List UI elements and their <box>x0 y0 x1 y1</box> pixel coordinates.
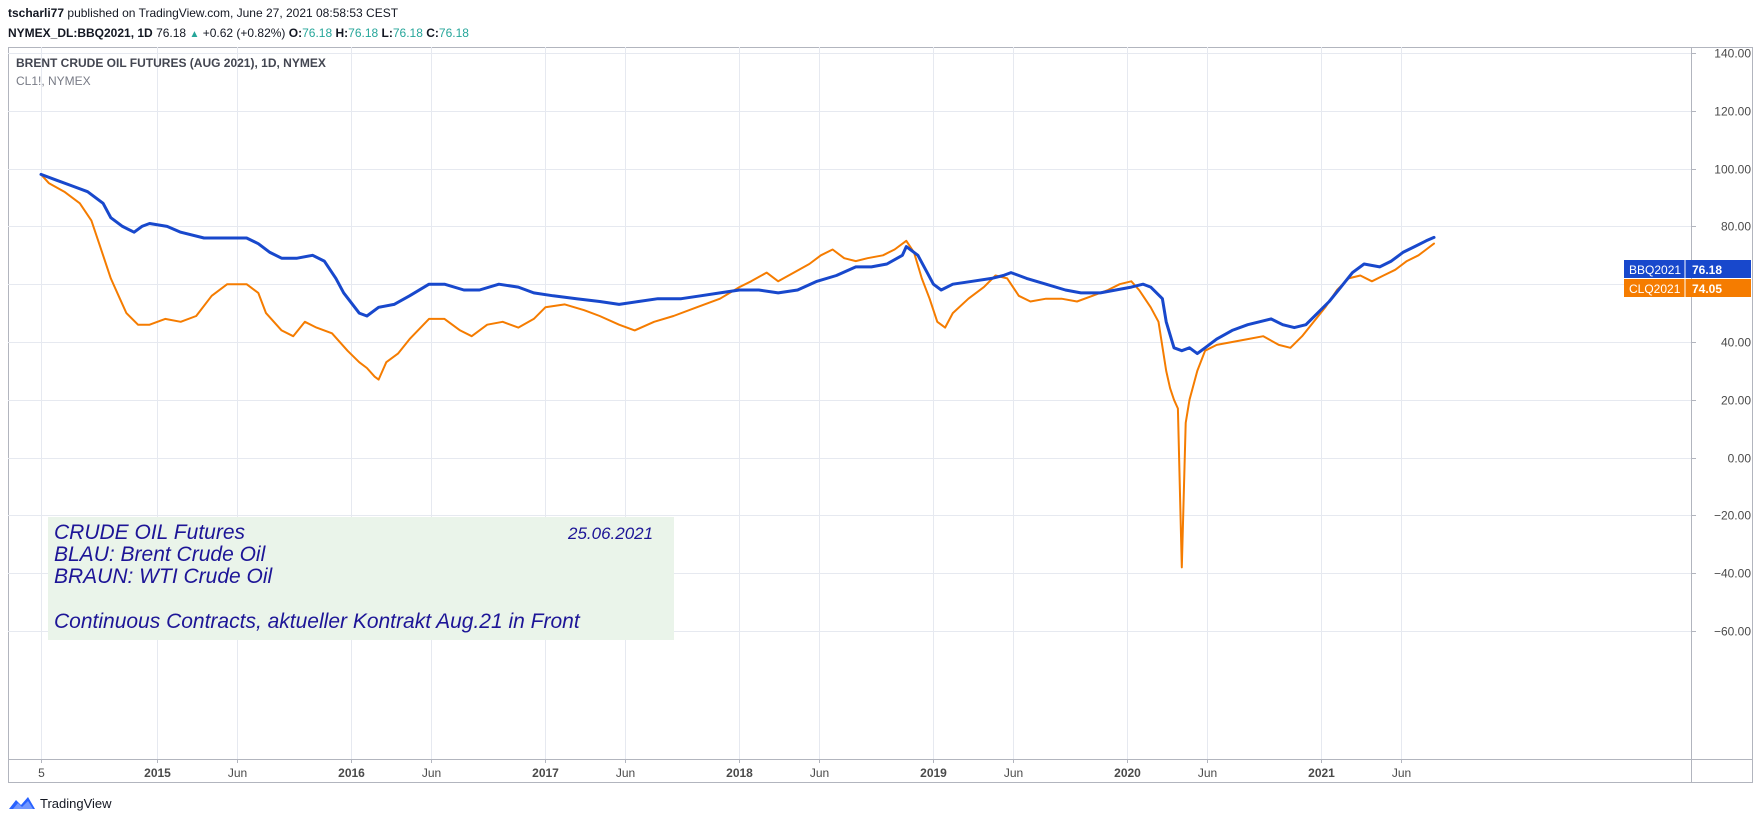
series-line-wti <box>40 173 1435 569</box>
price-change: +0.62 (+0.82%) <box>202 26 286 40</box>
annotation-line-4: Continuous Contracts, aktueller Kontrakt… <box>54 610 581 633</box>
tradingview-logo-icon[interactable] <box>8 795 36 811</box>
published-text: published on TradingView.com, June 27, 2… <box>67 6 399 20</box>
annotation-background <box>48 517 674 640</box>
annotation-line-1: CRUDE OIL Futures <box>54 521 245 544</box>
open-value: 76.18 <box>302 26 333 40</box>
symbol-label: NYMEX_DL:BBQ2021, 1D <box>8 26 153 40</box>
grid <box>8 47 1691 759</box>
x-tick-label: Jun <box>616 766 635 780</box>
x-tick-label: Jun <box>1392 766 1411 780</box>
x-tick-label: 2016 <box>338 766 365 780</box>
y-tick-label: 0.00 <box>1728 452 1752 466</box>
x-tick-label: 2015 <box>144 766 171 780</box>
annotation-date: 25.06.2021 <box>567 524 653 543</box>
ohlc-header: NYMEX_DL:BBQ2021, 1D 76.18 ▲ +0.62 (+0.8… <box>8 26 469 40</box>
publish-info: tscharli77 published on TradingView.com,… <box>8 6 398 20</box>
close-value: 76.18 <box>438 26 469 40</box>
price-chart[interactable]: 140.00120.00100.0080.0060.0040.0020.000.… <box>8 47 1753 783</box>
low-label: L: <box>381 26 393 40</box>
tag-brent-value: 76.18 <box>1692 263 1722 277</box>
x-tick-label: 2018 <box>726 766 753 780</box>
y-tick-label: 140.00 <box>1714 47 1751 61</box>
x-tick-label: Jun <box>228 766 247 780</box>
y-tick-label: 40.00 <box>1721 336 1751 350</box>
high-value: 76.18 <box>348 26 379 40</box>
series-lines <box>39 172 1436 569</box>
legend-title: BRENT CRUDE OIL FUTURES (AUG 2021), 1D, … <box>16 56 326 70</box>
low-value: 76.18 <box>392 26 423 40</box>
tag-brent-symbol: BBQ2021 <box>1629 263 1681 277</box>
x-tick-label: 5 <box>38 766 45 780</box>
high-label: H: <box>335 26 349 40</box>
x-tick-label: Jun <box>1198 766 1217 780</box>
chart-frame[interactable]: 140.00120.00100.0080.0060.0040.0020.000.… <box>8 47 1753 783</box>
author-name[interactable]: tscharli77 <box>8 6 65 20</box>
y-tick-label: 20.00 <box>1721 394 1751 408</box>
y-tick-label: −20.00 <box>1714 509 1751 523</box>
series-line-brent <box>39 172 1436 356</box>
x-tick-label: Jun <box>1004 766 1023 780</box>
annotation-line-2: BLAU: Brent Crude Oil <box>54 543 267 566</box>
tag-wti-value: 74.05 <box>1692 282 1722 296</box>
y-tick-label: 120.00 <box>1714 105 1751 119</box>
x-tick-label: 2020 <box>1114 766 1141 780</box>
y-tick-label: −40.00 <box>1714 567 1751 581</box>
arrow-up-icon: ▲ <box>189 29 200 40</box>
price-tag-wti: CLQ2021 74.05 <box>1624 279 1751 297</box>
x-tick-label: 2019 <box>920 766 947 780</box>
last-price: 76.18 <box>156 26 187 40</box>
annotation-line-3: BRAUN: WTI Crude Oil <box>54 565 274 588</box>
price-tag-brent: BBQ2021 76.18 <box>1624 260 1751 278</box>
x-tick-label: 2021 <box>1308 766 1335 780</box>
close-label: C: <box>426 26 439 40</box>
x-tick-label: Jun <box>422 766 441 780</box>
x-tick-label: 2017 <box>532 766 559 780</box>
open-label: O: <box>288 26 303 40</box>
y-tick-label: 80.00 <box>1721 220 1751 234</box>
tag-wti-symbol: CLQ2021 <box>1629 282 1681 296</box>
annotation-box[interactable]: CRUDE OIL Futures BLAU: Brent Crude Oil … <box>48 517 674 640</box>
y-tick-label: −60.00 <box>1714 625 1751 639</box>
footer: TradingView <box>8 795 112 811</box>
chart-border <box>8 47 1753 783</box>
legend-subtitle: CL1!, NYMEX <box>16 74 91 88</box>
x-tick-label: Jun <box>810 766 829 780</box>
time-axis[interactable]: 5 2015 Jun 2016 Jun 2017 Jun 2018 Jun 2019 Jun 2020… <box>38 759 1411 780</box>
brand-name[interactable]: TradingView <box>40 795 112 811</box>
price-axis[interactable]: 140.00120.00100.0080.0060.0040.0020.000.… <box>1691 47 1751 639</box>
y-tick-label: 100.00 <box>1714 163 1751 177</box>
